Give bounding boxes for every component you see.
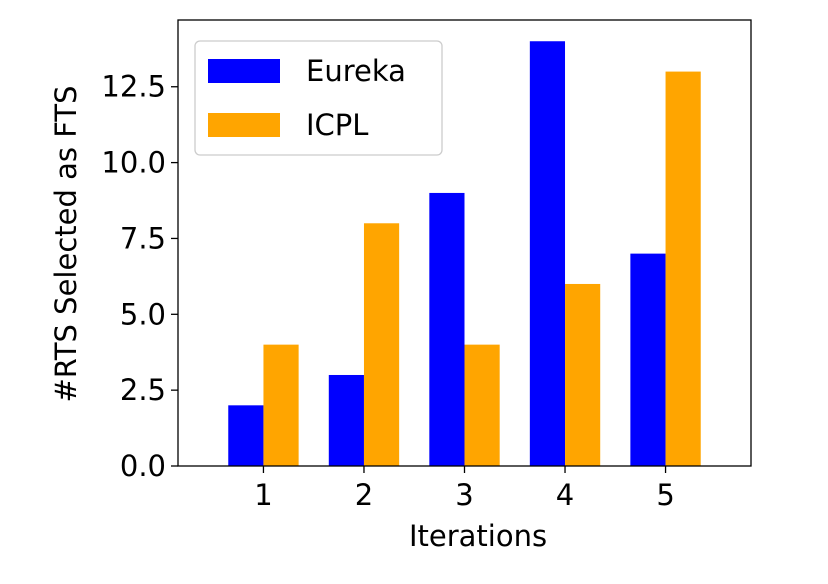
legend-swatch-eureka — [208, 59, 280, 83]
bar-eureka-2 — [328, 374, 364, 466]
x-axis-label: Iterations — [409, 519, 547, 553]
legend-label-icpl: ICPL — [306, 108, 368, 142]
y-tick-label: 10.0 — [101, 146, 166, 180]
bar-icpl-2 — [363, 223, 400, 466]
bars-layer — [228, 41, 701, 467]
x-tick-label: 5 — [656, 478, 674, 512]
bar-icpl-5 — [665, 71, 701, 466]
bar-eureka-1 — [228, 405, 264, 466]
x-tick-label: 3 — [455, 478, 473, 512]
x-tick-label: 2 — [355, 478, 373, 512]
bar-eureka-4 — [529, 41, 566, 467]
bar-icpl-3 — [464, 344, 500, 466]
legend-swatch-icpl — [208, 113, 280, 137]
y-axis: 0.0 2.5 5.0 7.5 10.0 12.5 — [101, 70, 178, 483]
legend: Eureka ICPL — [194, 40, 443, 156]
y-axis-label: #RTS Selected as FTS — [49, 85, 83, 402]
bar-icpl-4 — [565, 283, 601, 466]
y-tick-label: 0.0 — [120, 449, 166, 483]
bar-eureka-3 — [429, 192, 465, 466]
y-tick-label: 12.5 — [101, 70, 166, 104]
y-tick-label: 5.0 — [120, 297, 166, 331]
y-tick-label: 7.5 — [120, 221, 166, 255]
x-tick-label: 4 — [556, 478, 574, 512]
bar-eureka-5 — [630, 253, 666, 466]
x-axis: 1 2 3 4 5 — [254, 466, 675, 512]
bar-icpl-1 — [263, 344, 299, 466]
x-tick-label: 1 — [254, 478, 272, 512]
legend-label-eureka: Eureka — [306, 54, 406, 88]
y-tick-label: 2.5 — [120, 373, 166, 407]
